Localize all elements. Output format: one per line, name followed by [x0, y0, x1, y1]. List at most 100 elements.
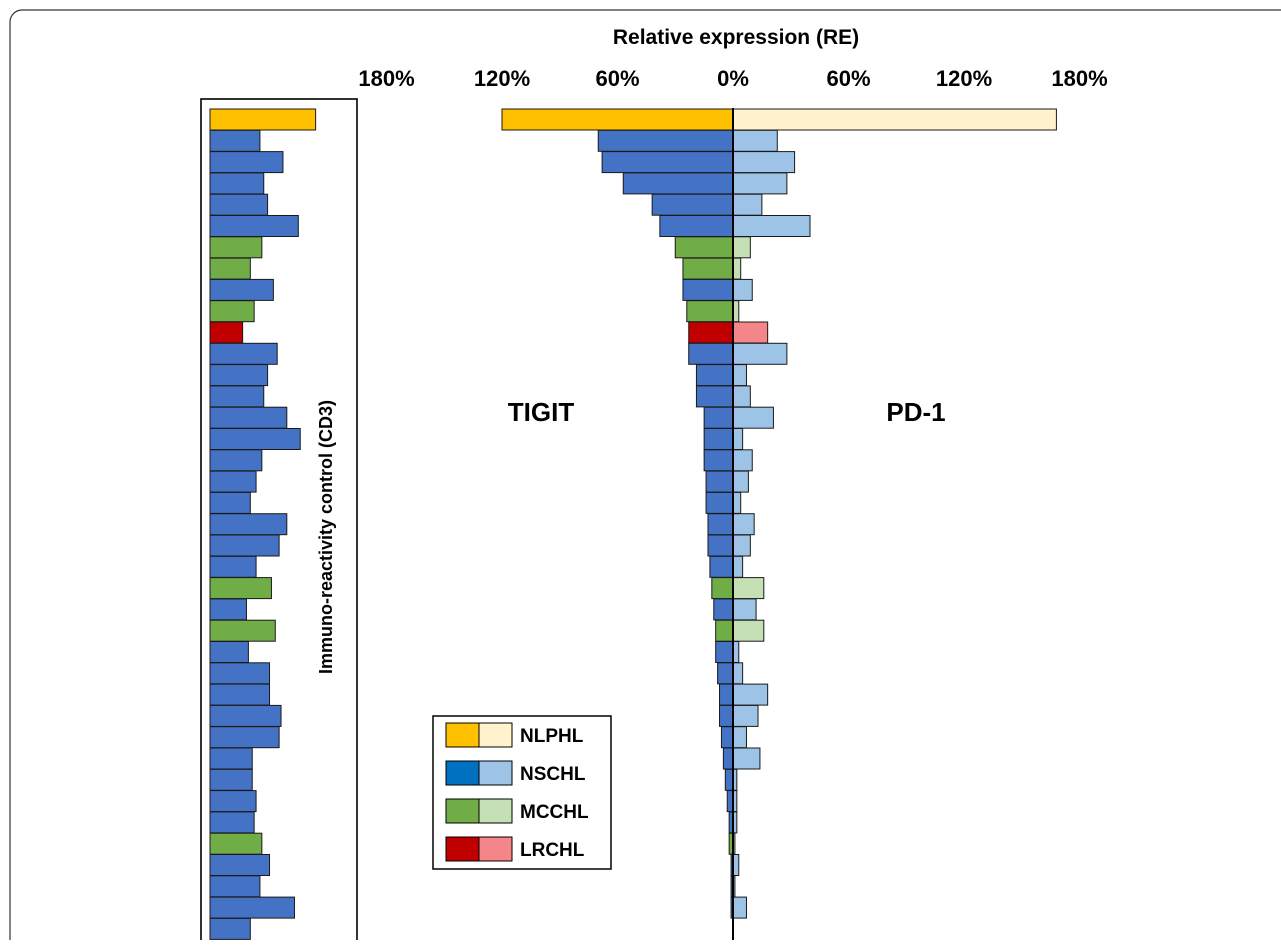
x-tick-label: 180%: [358, 66, 414, 91]
tigit-bar: [659, 215, 734, 237]
control-bar: [209, 300, 255, 323]
control-bar: [209, 321, 244, 344]
control-bar: [209, 236, 263, 259]
legend-swatch-light: [478, 798, 513, 824]
legend-label: NLPHL: [520, 726, 584, 747]
tigit-bar: [713, 598, 734, 621]
pd1-bar: [732, 577, 765, 600]
legend: NLPHL NSCHL MCCHL LRCHL: [432, 715, 612, 870]
pd1-bar: [732, 683, 769, 706]
control-bar: [209, 172, 265, 195]
tigit-bar: [705, 491, 734, 514]
control-bar: [209, 491, 251, 514]
legend-swatch-dark: [445, 722, 480, 748]
control-bars: [209, 108, 317, 940]
tigit-bar: [715, 619, 734, 642]
tigit-bar: [719, 683, 734, 706]
pd1-bar: [732, 491, 742, 514]
pd1-bar: [732, 662, 744, 685]
tigit-bar: [705, 470, 734, 493]
tigit-bar: [703, 428, 734, 450]
control-panel-frame: [200, 98, 358, 945]
control-panel-label: Immuno-reactivity control (CD3): [316, 400, 336, 674]
tigit-bar: [674, 236, 734, 259]
tigit-bar: [682, 278, 734, 301]
pd1-bar: [732, 726, 747, 749]
pd1-bar: [732, 278, 753, 301]
tigit-bar: [715, 641, 734, 663]
pd1-bar: [732, 215, 811, 237]
legend-swatch-light: [478, 836, 513, 862]
control-bar: [209, 641, 249, 663]
tigit-bar: [682, 257, 734, 280]
tigit-bar: [717, 662, 734, 685]
control-bar: [209, 854, 271, 876]
tigit-bar: [722, 747, 734, 770]
pd1-panel-label: PD-1: [886, 397, 945, 427]
pd1-bar: [732, 342, 788, 365]
pd1-bar: [732, 364, 747, 387]
control-bar: [209, 342, 278, 365]
control-bar: [209, 747, 253, 770]
legend-swatch-dark: [445, 798, 480, 824]
pd1-bar: [732, 385, 751, 408]
x-tick-label: 120%: [474, 66, 530, 91]
pd1-bar: [732, 193, 763, 216]
tigit-bar: [597, 129, 734, 152]
pd1-bar: [732, 449, 753, 472]
control-bar: [209, 577, 272, 600]
pd1-bar: [732, 896, 747, 919]
x-tick-labels: 180% 120% 60% 0% 60% 120% 180%: [358, 66, 1107, 91]
tigit-bar: [622, 172, 734, 195]
pd1-bars: [732, 108, 1057, 940]
control-bar: [209, 832, 263, 855]
pd1-bar: [732, 129, 778, 152]
control-bar: [209, 896, 295, 919]
control-bar: [209, 513, 288, 536]
control-bar: [209, 364, 269, 387]
pd1-bar: [732, 747, 761, 770]
pd1-bar: [732, 513, 755, 536]
tigit-bar: [707, 534, 734, 557]
control-bar: [209, 108, 317, 131]
tigit-bars: [501, 108, 734, 940]
control-bar: [209, 193, 269, 216]
pd1-bar: [732, 428, 744, 450]
tigit-bar: [601, 151, 734, 174]
tigit-bar: [719, 704, 734, 727]
pd1-bar: [732, 598, 757, 621]
control-bar: [209, 875, 261, 898]
control-bar: [209, 704, 282, 727]
tigit-bar: [709, 555, 734, 578]
pd1-bar: [732, 406, 774, 429]
control-bar: [209, 811, 255, 834]
pd1-bar: [732, 108, 1057, 131]
x-axis-title: Relative expression (RE): [613, 26, 859, 49]
control-bar: [209, 385, 265, 408]
control-bar: [209, 768, 253, 791]
tigit-bar: [703, 449, 734, 472]
control-bar: [209, 406, 288, 429]
x-tick-label: 180%: [1051, 66, 1107, 91]
tigit-bar: [688, 342, 734, 365]
tigit-bar: [651, 193, 734, 216]
tigit-bar: [501, 108, 734, 131]
pd1-bar: [732, 470, 749, 493]
control-bar: [209, 129, 261, 152]
tigit-bar: [686, 300, 734, 323]
pd1-bar: [732, 704, 759, 727]
legend-swatch-light: [478, 760, 513, 786]
control-bar: [209, 257, 251, 280]
control-bar: [209, 428, 301, 450]
control-bar: [209, 151, 284, 174]
legend-swatch-dark: [445, 760, 480, 786]
x-tick-label: 0%: [717, 66, 749, 91]
legend-swatch-light: [478, 722, 513, 748]
control-bar: [209, 662, 271, 685]
pd1-bar: [732, 534, 751, 557]
tigit-bar: [695, 364, 734, 387]
legend-label: MCCHL: [520, 802, 589, 823]
legend-label: NSCHL: [520, 764, 586, 785]
